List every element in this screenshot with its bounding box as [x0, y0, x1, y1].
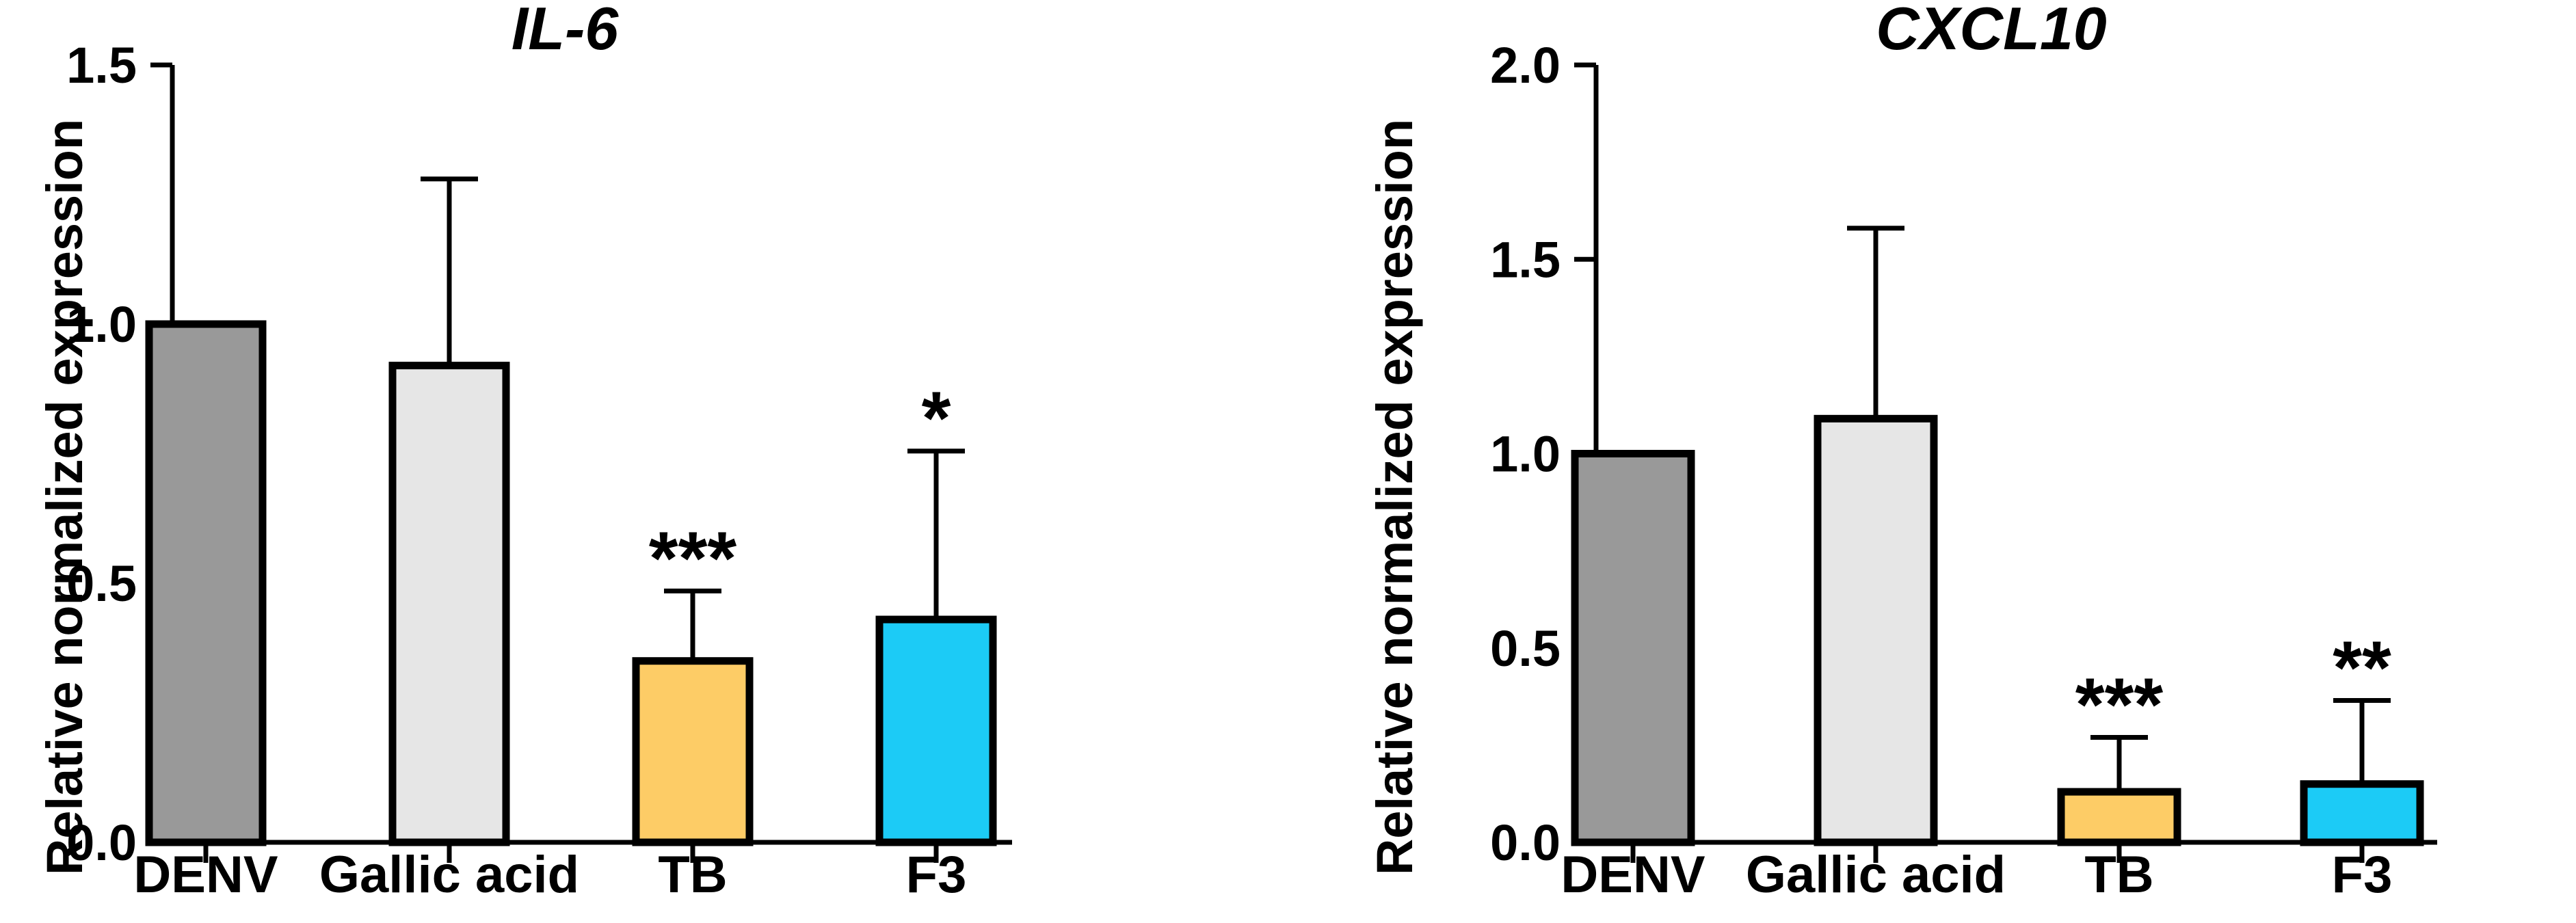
y-tick-label: 1.0 — [66, 296, 137, 353]
significance-marker: *** — [2075, 663, 2164, 747]
y-tick-label: 1.5 — [66, 37, 137, 94]
y-tick-label: 1.0 — [1490, 426, 1561, 483]
y-tick-label: 1.5 — [1490, 231, 1561, 288]
y-tick-label: 0.0 — [1490, 814, 1561, 871]
bar-f3 — [875, 615, 997, 846]
chart-title: IL-6 — [512, 0, 620, 62]
significance-marker: *** — [649, 516, 737, 600]
y-axis-label: Relative normalized expression — [36, 119, 93, 875]
y-tick-label: 0.5 — [66, 555, 137, 612]
bar-denv — [1571, 450, 1695, 846]
significance-marker: * — [922, 377, 951, 461]
chart-panel-il6: IL-6 Relative normalized expression DENV… — [36, 0, 1012, 904]
chart-title: CXCL10 — [1876, 0, 2106, 62]
bar-gallic-acid — [388, 362, 510, 846]
y-axis-label: Relative normalized expression — [1366, 119, 1423, 875]
bar-tb — [2057, 788, 2181, 846]
bar-f3 — [2300, 780, 2424, 846]
bar-gallic-acid — [1814, 414, 1938, 846]
y-tick-label: 2.0 — [1490, 37, 1561, 94]
significance-marker: ** — [2333, 626, 2391, 710]
y-tick-label: 0.5 — [1490, 620, 1561, 677]
bar-denv — [145, 320, 267, 846]
y-tick-label: 0.0 — [66, 814, 137, 871]
bar-tb — [632, 657, 754, 846]
chart-panel-cxcl10: CXCL10 Relative normalized expression DE… — [1366, 0, 2437, 904]
